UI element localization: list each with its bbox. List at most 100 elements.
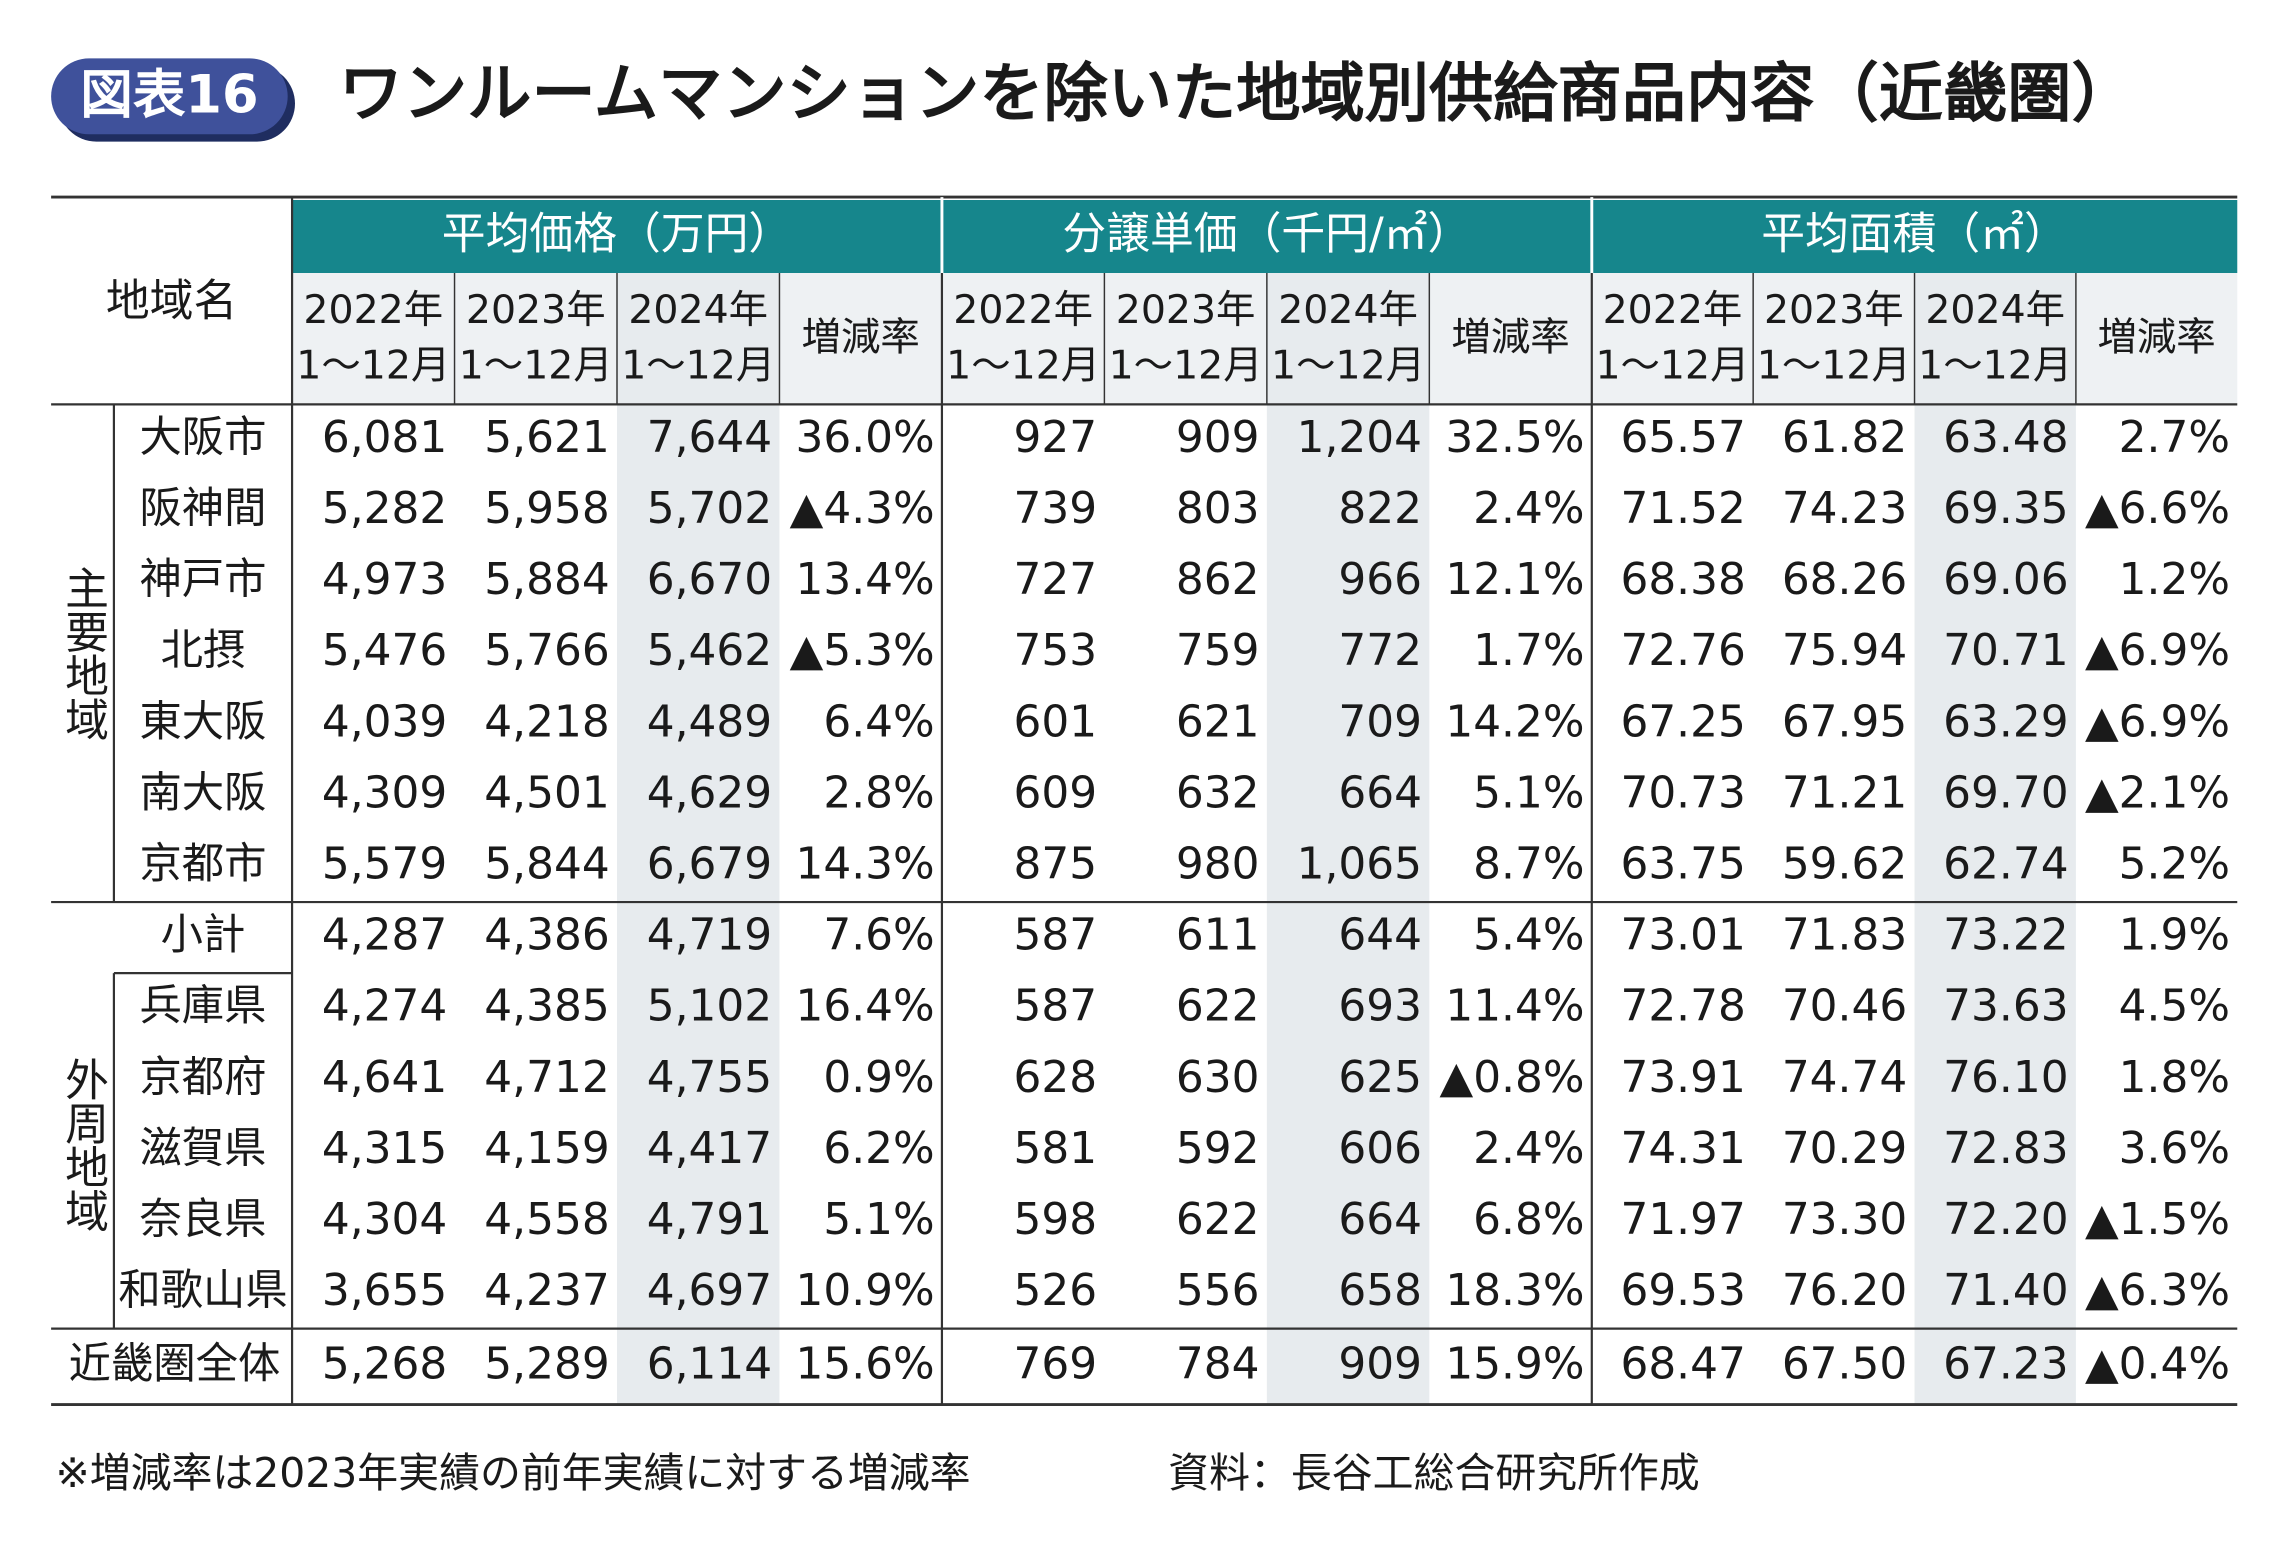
cell-value: 69.06 — [1943, 554, 2068, 605]
column-header: 2023年 — [1764, 287, 1904, 333]
cell-value: 784 — [1176, 1339, 1260, 1390]
cell-value: 621 — [1176, 696, 1260, 747]
cell-value: 4,755 — [647, 1052, 772, 1103]
cell-value: 5.4% — [1473, 910, 1584, 961]
column-header: 2024年 — [1925, 287, 2065, 333]
cell-value: 4,274 — [322, 981, 447, 1032]
region-name: 小計 — [161, 910, 246, 959]
cell-value: 4,501 — [484, 767, 609, 818]
cell-value: 63.75 — [1620, 839, 1745, 890]
cell-value: ▲2.1% — [2085, 767, 2230, 818]
cell-value: 73.30 — [1782, 1194, 1907, 1245]
cell-value: 822 — [1338, 483, 1422, 534]
region-name: 京都府 — [139, 1052, 266, 1101]
cell-value: 581 — [1013, 1123, 1097, 1174]
cell-value: 73.22 — [1943, 910, 2068, 961]
cell-value: 4,417 — [647, 1123, 772, 1174]
cell-value: 72.78 — [1620, 981, 1745, 1032]
region-name: 大阪市 — [139, 412, 266, 461]
cell-value: 73.01 — [1620, 910, 1745, 961]
cell-value: 611 — [1176, 910, 1260, 961]
cell-value: 73.91 — [1620, 1052, 1745, 1103]
cell-value: 5,282 — [322, 483, 447, 534]
total-name: 近畿圏全体 — [69, 1339, 281, 1388]
cell-value: 2.8% — [823, 767, 934, 818]
cell-value: 759 — [1176, 625, 1260, 676]
cell-value: ▲6.9% — [2085, 625, 2230, 676]
cell-value: 67.95 — [1782, 696, 1907, 747]
cell-value: 69.35 — [1943, 483, 2068, 534]
column-header: 1〜12月 — [1595, 342, 1749, 388]
region-name: 奈良県 — [139, 1194, 266, 1243]
cell-value: ▲4.3% — [790, 483, 935, 534]
cell-value: 6.8% — [1473, 1194, 1584, 1245]
cell-value: 4,641 — [322, 1052, 447, 1103]
cell-value: 4,385 — [484, 981, 609, 1032]
column-header: 2023年 — [1116, 287, 1256, 333]
cell-value: 74.31 — [1620, 1123, 1745, 1174]
cell-value: 5.1% — [1473, 767, 1584, 818]
table: 地域名 平均価格（万円） 2022年 1〜12月 2023年 1〜12月 2024年 1〜12… — [51, 195, 2238, 1406]
cell-value: 5,958 — [484, 483, 609, 534]
cell-value: 609 — [1013, 767, 1097, 818]
cell-value: 71.21 — [1782, 767, 1907, 818]
cell-value: 4,791 — [647, 1194, 772, 1245]
cell-value: 14.3% — [795, 839, 934, 890]
cell-value: 67.50 — [1782, 1339, 1907, 1390]
cell-value: 1.9% — [2119, 910, 2230, 961]
region-name: 北摂 — [161, 626, 246, 675]
cell-value: 5,766 — [484, 625, 609, 676]
cell-value: 6,670 — [647, 554, 772, 605]
badge — [51, 58, 288, 135]
cell-value: 875 — [1013, 839, 1097, 890]
cell-value: 4,386 — [484, 910, 609, 961]
cell-value: 5,844 — [484, 839, 609, 890]
cell-value: 68.26 — [1782, 554, 1907, 605]
cell-value: 4,237 — [484, 1265, 609, 1316]
cell-value: 4,304 — [322, 1194, 447, 1245]
cell-value: 1,065 — [1297, 839, 1422, 890]
cell-value: 7.6% — [823, 910, 934, 961]
region-name: 神戸市 — [139, 555, 266, 604]
cell-value: 4,712 — [484, 1052, 609, 1103]
cell-value: 65.57 — [1620, 412, 1745, 463]
badge-text: 図表16 — [80, 64, 258, 125]
cell-value: 4,697 — [647, 1265, 772, 1316]
cell-value: ▲1.5% — [2085, 1194, 2230, 1245]
cell-value: 4,159 — [484, 1123, 609, 1174]
cell-value: 769 — [1013, 1339, 1097, 1390]
cell-value: 69.70 — [1943, 767, 2068, 818]
cell-value: 70.73 — [1620, 767, 1745, 818]
cell-value: 59.62 — [1782, 839, 1907, 890]
cell-value: 71.83 — [1782, 910, 1907, 961]
column-header: 2022年 — [953, 287, 1093, 333]
cell-value: 72.83 — [1943, 1123, 2068, 1174]
cell-value: 15.9% — [1445, 1339, 1584, 1390]
column-header: 増減率 — [2097, 315, 2215, 361]
shaded-column — [1914, 272, 2076, 1405]
cell-value: 644 — [1338, 910, 1422, 961]
cell-value: 11.4% — [1445, 981, 1584, 1032]
cell-value: 72.20 — [1943, 1194, 2068, 1245]
cell-value: 5,702 — [647, 483, 772, 534]
cell-value: 8.7% — [1473, 839, 1584, 890]
cell-value: 62.74 — [1943, 839, 2068, 890]
shaded-column — [1266, 272, 1430, 1405]
column-header: 2024年 — [1278, 287, 1418, 333]
cell-value: 4,315 — [322, 1123, 447, 1174]
cell-value: 632 — [1176, 767, 1260, 818]
column-header: 1〜12月 — [296, 342, 450, 388]
column-header: 2023年 — [466, 287, 606, 333]
cell-value: 4,309 — [322, 767, 447, 818]
cell-value: 630 — [1176, 1052, 1260, 1103]
column-header: 2024年 — [628, 287, 768, 333]
cell-value: 5,462 — [647, 625, 772, 676]
cell-value: 67.23 — [1943, 1339, 2068, 1390]
cell-value: 4.5% — [2119, 981, 2230, 1032]
section-label: 外周地域 — [57, 1057, 108, 1232]
cell-value: 5.1% — [823, 1194, 934, 1245]
cell-value: 61.82 — [1782, 412, 1907, 463]
cell-value: 68.47 — [1620, 1339, 1745, 1390]
cell-value: 6,081 — [322, 412, 447, 463]
